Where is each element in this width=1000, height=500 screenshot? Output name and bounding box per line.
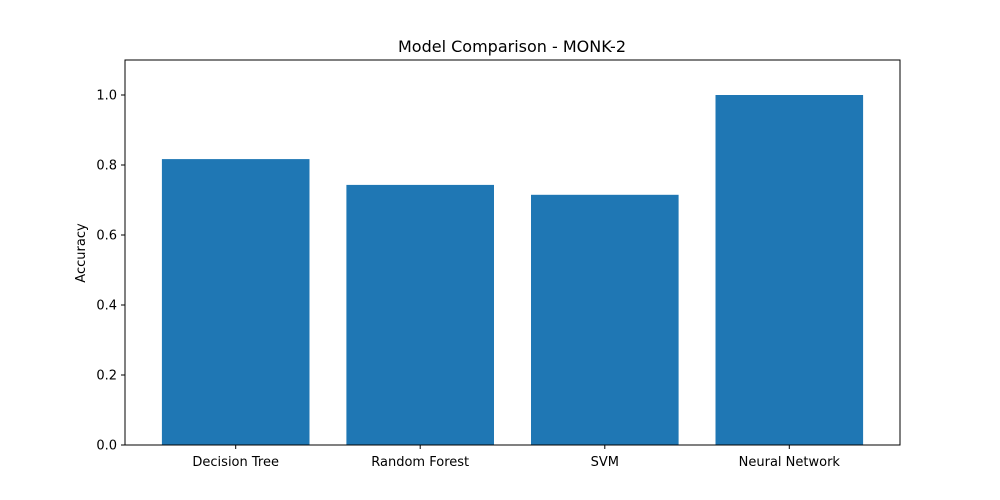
y-tick-label: 0.2	[96, 369, 117, 384]
bars-group	[161, 95, 864, 445]
y-axis-label: Accuracy	[74, 223, 89, 283]
y-tick-label: 0.0	[96, 439, 117, 454]
bar-svm	[531, 194, 679, 445]
bar-random-forest	[346, 184, 494, 445]
y-tick-label: 0.4	[96, 299, 117, 314]
x-tick-label: Decision Tree	[192, 455, 279, 470]
bar-neural-network	[715, 95, 864, 445]
y-tick-label: 0.6	[96, 229, 117, 244]
chart-title: Model Comparison - MONK-2	[398, 37, 626, 56]
y-tick-label: 0.8	[96, 159, 117, 174]
x-tick-label: Neural Network	[739, 455, 841, 470]
x-tick-label: Random Forest	[371, 455, 469, 470]
y-tick-label: 1.0	[96, 89, 117, 104]
bar-decision-tree	[161, 159, 310, 445]
plot-frame	[124, 59, 901, 446]
x-tick-label: SVM	[591, 455, 619, 470]
ticks-group: Decision Tree Random Forest SVM Neural Netw…	[96, 89, 840, 471]
